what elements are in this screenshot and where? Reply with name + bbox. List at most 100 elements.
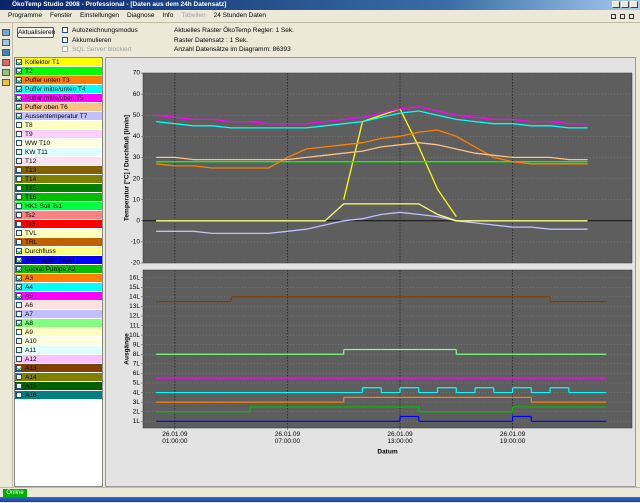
tool-icon[interactable] — [2, 59, 10, 66]
tool-icon[interactable] — [2, 79, 10, 86]
signal-checkbox[interactable] — [16, 365, 22, 372]
series-line — [156, 106, 588, 125]
signal-row: T9 — [15, 130, 102, 139]
signal-checkbox[interactable] — [16, 104, 22, 111]
refresh-button[interactable]: Aktualisieren — [17, 27, 56, 38]
signal-row: Wärmepumpe A1 — [15, 256, 102, 265]
signal-row: A13 — [15, 364, 102, 373]
y-tick-label: 4L — [133, 389, 141, 396]
signal-checkbox[interactable] — [16, 221, 22, 228]
y-tick-label: 0 — [136, 217, 140, 224]
signal-name: A6 — [25, 302, 33, 309]
menu-item[interactable]: Info — [162, 12, 174, 19]
option-label: SQL Server blockiert — [72, 46, 132, 53]
signal-checkbox[interactable] — [16, 149, 22, 156]
signal-checkbox[interactable] — [16, 113, 22, 120]
signal-row: A15 — [15, 382, 102, 391]
signal-checkbox[interactable] — [16, 77, 22, 84]
signal-checkbox[interactable] — [16, 311, 22, 318]
signal-row: Ts2 — [15, 211, 102, 220]
signal-name: Durchfluss — [25, 248, 56, 255]
signal-checkbox[interactable] — [16, 68, 22, 75]
tool-icon[interactable] — [2, 69, 10, 76]
signal-checkbox[interactable] — [16, 293, 22, 300]
checkbox[interactable] — [62, 27, 68, 34]
signal-name: T16 — [25, 194, 37, 201]
menu-item[interactable]: Fenster — [49, 12, 73, 19]
tool-icon[interactable] — [2, 49, 10, 56]
signal-checkbox[interactable] — [16, 284, 22, 291]
signal-name: T13 — [25, 167, 37, 174]
signal-checkbox[interactable] — [16, 212, 22, 219]
signal-checkbox[interactable] — [16, 356, 22, 363]
signal-checkbox[interactable] — [16, 86, 22, 93]
signal-checkbox[interactable] — [16, 131, 22, 138]
signal-checkbox[interactable] — [16, 248, 22, 255]
maximize-button[interactable] — [621, 1, 629, 8]
tool-icon[interactable] — [2, 29, 10, 36]
signal-checkbox[interactable] — [16, 329, 22, 336]
signal-name: A16 — [25, 392, 37, 399]
signal-checkbox[interactable] — [16, 383, 22, 390]
y-tick-label: 1L — [133, 418, 141, 425]
menu-item[interactable]: Programme — [8, 12, 42, 19]
mdi-minimize[interactable] — [611, 14, 616, 19]
signal-checkbox[interactable] — [16, 230, 22, 237]
title-bar: ÖkoTemp Studio 2008 - Professional - [Da… — [0, 0, 640, 10]
signal-name: A13 — [25, 365, 37, 372]
signal-checkbox[interactable] — [16, 203, 22, 210]
y-tick-label: 3L — [133, 399, 141, 406]
signal-name: A4 — [25, 284, 33, 291]
signal-checkbox[interactable] — [16, 95, 22, 102]
option-label: Autozeichnungsmodus — [72, 27, 138, 34]
menu-item[interactable]: Diagnose — [127, 12, 155, 19]
signal-checkbox[interactable] — [16, 302, 22, 309]
tool-icon[interactable] — [2, 39, 10, 46]
close-button[interactable] — [630, 1, 638, 8]
signal-name: KW T11 — [25, 149, 48, 156]
signal-name: Puffer oben T6 — [25, 104, 68, 111]
signal-checkbox[interactable] — [16, 266, 22, 273]
signal-checkbox[interactable] — [16, 239, 22, 246]
signal-checkbox[interactable] — [16, 167, 22, 174]
mdi-close[interactable] — [629, 14, 634, 19]
x-tick-label: 26.01.09 07:00:00 — [274, 431, 301, 445]
signal-checkbox[interactable] — [16, 374, 22, 381]
signal-checkbox[interactable] — [16, 320, 22, 327]
signal-checkbox[interactable] — [16, 140, 22, 147]
series-line — [156, 110, 588, 129]
signal-checkbox[interactable] — [16, 59, 22, 66]
signal-name: A14 — [25, 374, 37, 381]
signal-row: A14 — [15, 373, 102, 382]
y-tick-label: 50 — [133, 112, 141, 119]
signal-name: T9 — [25, 131, 33, 138]
checkbox[interactable] — [62, 36, 68, 43]
signal-row: Puffer unten T3 — [15, 76, 102, 85]
signal-checkbox[interactable] — [16, 347, 22, 354]
menu-item[interactable]: Einstellungen — [80, 12, 120, 19]
tool-strip — [0, 23, 13, 487]
y-tick-label: 7L — [133, 361, 141, 368]
signal-checkbox[interactable] — [16, 176, 22, 183]
y-tick-label: 40 — [133, 133, 141, 140]
signal-name: T14 — [25, 176, 37, 183]
signal-checkbox[interactable] — [16, 275, 22, 282]
mdi-restore[interactable] — [620, 14, 625, 19]
signal-checkbox[interactable] — [16, 185, 22, 192]
signal-checkbox[interactable] — [16, 338, 22, 345]
signal-checkbox[interactable] — [16, 194, 22, 201]
x-tick-label: 26.01.09 01:00:00 — [162, 431, 188, 445]
signal-checkbox[interactable] — [16, 257, 22, 264]
signal-row: KW T11 — [15, 148, 102, 157]
y-tick-label: 70 — [133, 70, 141, 77]
signal-checkbox[interactable] — [16, 392, 22, 399]
y-tick-label: 5L — [133, 380, 141, 387]
signal-checkbox[interactable] — [16, 158, 22, 165]
signal-row: TVL — [15, 229, 102, 238]
signal-name: Puffer mitte/oben T5 — [25, 95, 84, 102]
signal-row: Aussentemperatur T7 — [15, 112, 102, 121]
menu-item[interactable]: 24 Stunden Daten — [213, 12, 266, 19]
minimize-button[interactable] — [612, 1, 620, 8]
signal-checkbox[interactable] — [16, 122, 22, 129]
info-text: Anzahl Datensätze im Diagramm: 86393 — [174, 46, 291, 53]
